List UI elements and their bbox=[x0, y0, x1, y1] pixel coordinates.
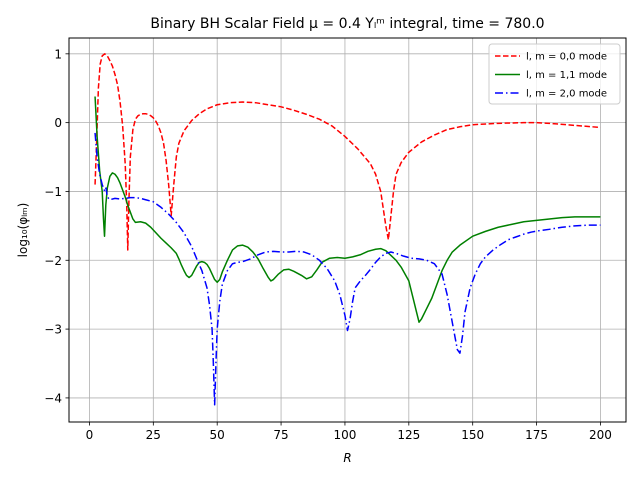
y-tick-label: −3 bbox=[44, 323, 62, 337]
y-axis-label: log₁₀(φₗₘ) bbox=[16, 203, 30, 258]
x-tick-label: 50 bbox=[210, 428, 225, 442]
series-line-0 bbox=[94, 53, 601, 251]
x-tick-label: 100 bbox=[333, 428, 356, 442]
plot-frame bbox=[68, 37, 627, 423]
legend: l, m = 0,0 mode l, m = 1,1 mode l, m = 2… bbox=[488, 43, 621, 105]
legend-entry-20: l, m = 2,0 mode bbox=[526, 89, 607, 100]
x-tick-label: 200 bbox=[589, 428, 612, 442]
x-tick-label: 150 bbox=[461, 428, 484, 442]
series-line-2 bbox=[94, 132, 601, 406]
series-line-1 bbox=[94, 96, 601, 323]
x-tick-label: 25 bbox=[146, 428, 161, 442]
legend-entry-00: l, m = 0,0 mode bbox=[526, 52, 607, 63]
chart-title: Binary BH Scalar Field μ = 0.4 Yₗᵐ integ… bbox=[150, 16, 544, 32]
x-axis-label: R bbox=[343, 451, 351, 465]
y-tick-label: 0 bbox=[54, 116, 62, 130]
x-tick-label: 75 bbox=[273, 428, 288, 442]
y-tick-label: 1 bbox=[54, 47, 62, 61]
axis-ticks: 0 25 50 75 100 125 150 175 200 1 0 −1 −2 −3 −4 bbox=[44, 47, 612, 442]
legend-box bbox=[488, 43, 621, 105]
legend-entry-11: l, m = 1,1 mode bbox=[526, 70, 607, 81]
y-tick-label: −2 bbox=[44, 254, 62, 268]
x-tick-label: 125 bbox=[397, 428, 420, 442]
y-tick-label: −4 bbox=[44, 391, 62, 405]
y-tick-label: −1 bbox=[44, 185, 62, 199]
series-lines bbox=[94, 53, 601, 406]
x-tick-label: 175 bbox=[525, 428, 548, 442]
x-tick-label: 0 bbox=[86, 428, 94, 442]
